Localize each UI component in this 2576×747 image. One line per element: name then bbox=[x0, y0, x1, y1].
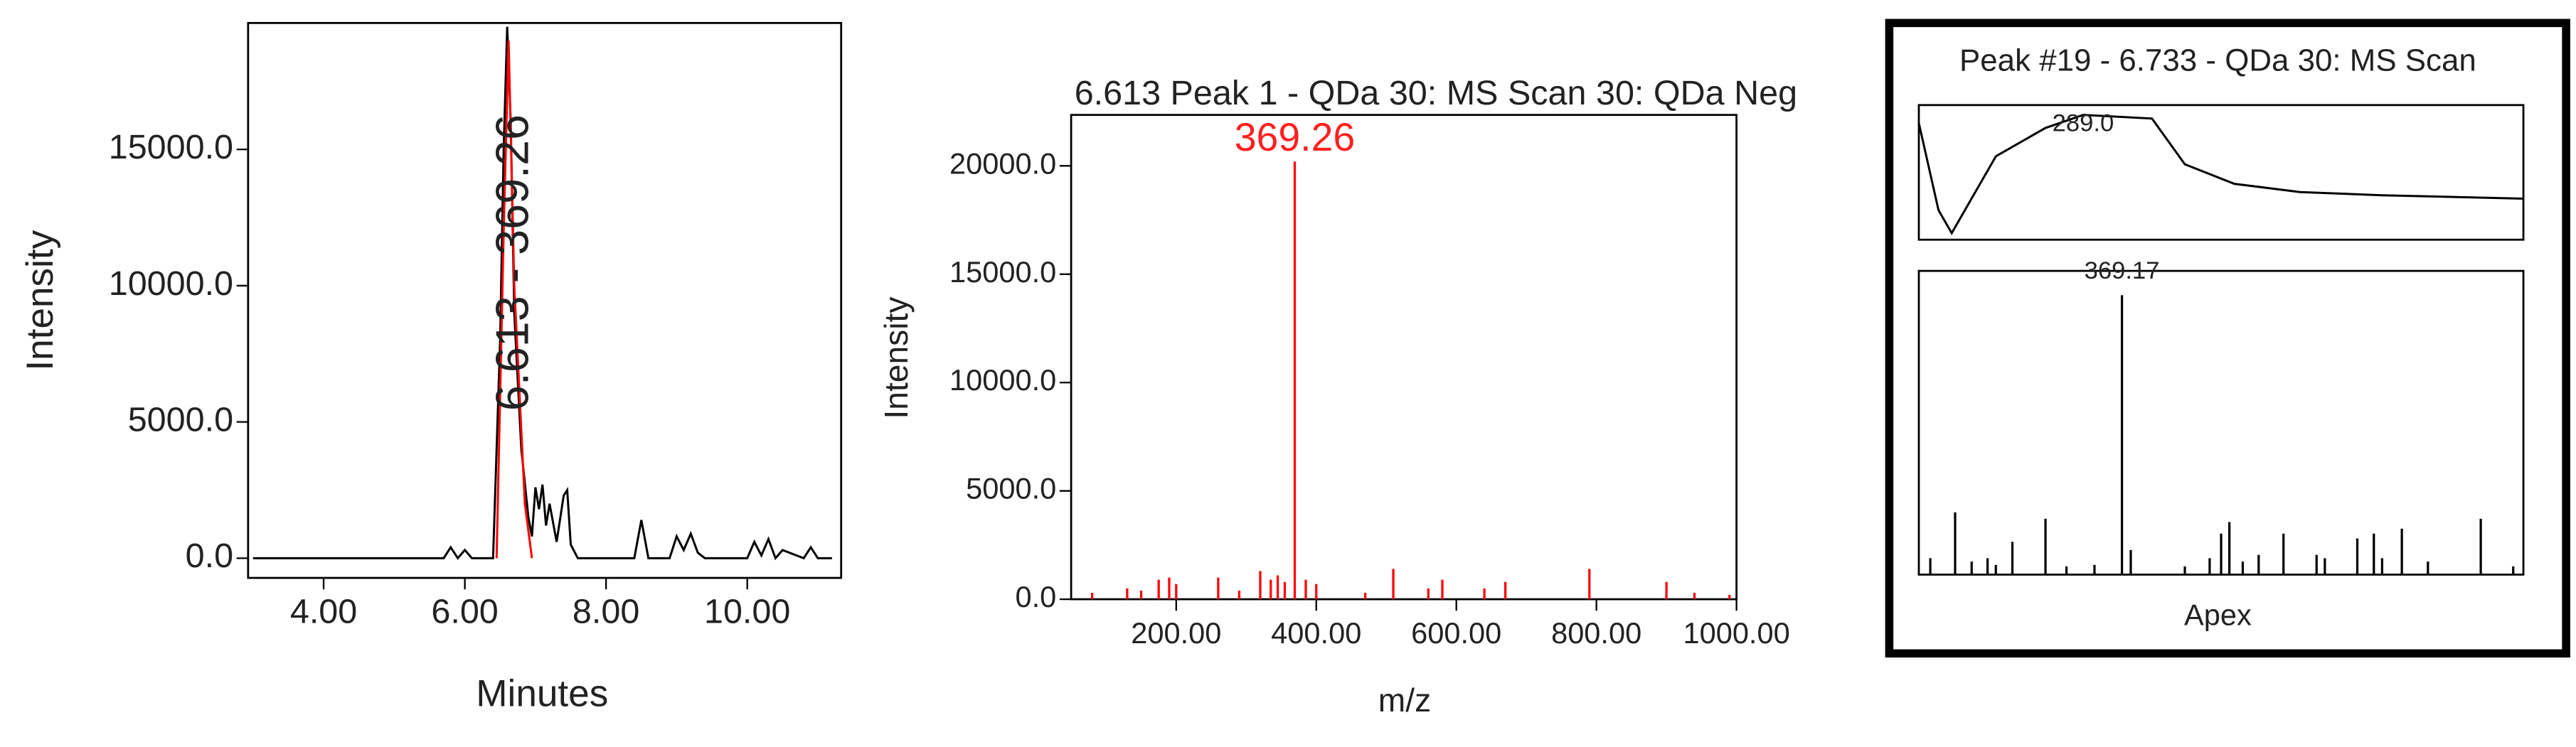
y-tick-label: 5000.0 bbox=[966, 472, 1056, 505]
annotation: 6.613 - 369.26 bbox=[486, 114, 538, 411]
panel-frame bbox=[1885, 18, 2570, 658]
x-tick-label: 200.00 bbox=[1131, 616, 1221, 650]
trace bbox=[495, 40, 533, 559]
y-tick-label: 10000.0 bbox=[109, 264, 233, 303]
plot-frame bbox=[1917, 269, 2525, 576]
plot-frame bbox=[247, 21, 843, 579]
x-axis-label: Apex bbox=[2184, 598, 2252, 632]
y-axis-label: Intensity bbox=[878, 297, 915, 419]
x-tick-label: 10.00 bbox=[704, 593, 790, 631]
y-tick-label: 15000.0 bbox=[949, 255, 1056, 289]
x-axis-label: Minutes bbox=[476, 672, 608, 714]
y-tick-label: 0.0 bbox=[1016, 580, 1057, 613]
chart-title: Peak #19 - 6.733 - QDa 30: MS Scan bbox=[1959, 43, 2476, 77]
x-tick-label: 1000.00 bbox=[1683, 616, 1789, 650]
x-tick-label: 600.00 bbox=[1411, 616, 1501, 650]
y-axis-label: Intensity bbox=[19, 230, 61, 370]
x-tick-label: 400.00 bbox=[1271, 616, 1361, 650]
y-tick-label: 5000.0 bbox=[128, 400, 233, 439]
y-tick-label: 0.0 bbox=[186, 537, 233, 575]
x-tick-label: 6.00 bbox=[431, 593, 498, 631]
trace bbox=[252, 26, 832, 561]
y-tick-label: 20000.0 bbox=[949, 146, 1056, 180]
x-tick-label: 8.00 bbox=[573, 593, 639, 631]
peak-label: 369.17 bbox=[2085, 257, 2160, 284]
trace bbox=[1917, 114, 2524, 235]
chart-title: 6.613 Peak 1 - QDa 30: MS Scan 30: QDa N… bbox=[1075, 74, 1797, 112]
plot-frame bbox=[1070, 114, 1737, 601]
y-tick-label: 15000.0 bbox=[109, 128, 233, 166]
x-tick-label: 4.00 bbox=[290, 593, 357, 631]
x-tick-label: 800.00 bbox=[1551, 616, 1641, 650]
peak-label: 369.26 bbox=[1235, 115, 1356, 159]
x-axis-label: m/z bbox=[1378, 682, 1431, 719]
plot-frame bbox=[1917, 104, 2525, 241]
annotation: 289.0 bbox=[2053, 110, 2114, 137]
y-tick-label: 10000.0 bbox=[949, 363, 1056, 397]
